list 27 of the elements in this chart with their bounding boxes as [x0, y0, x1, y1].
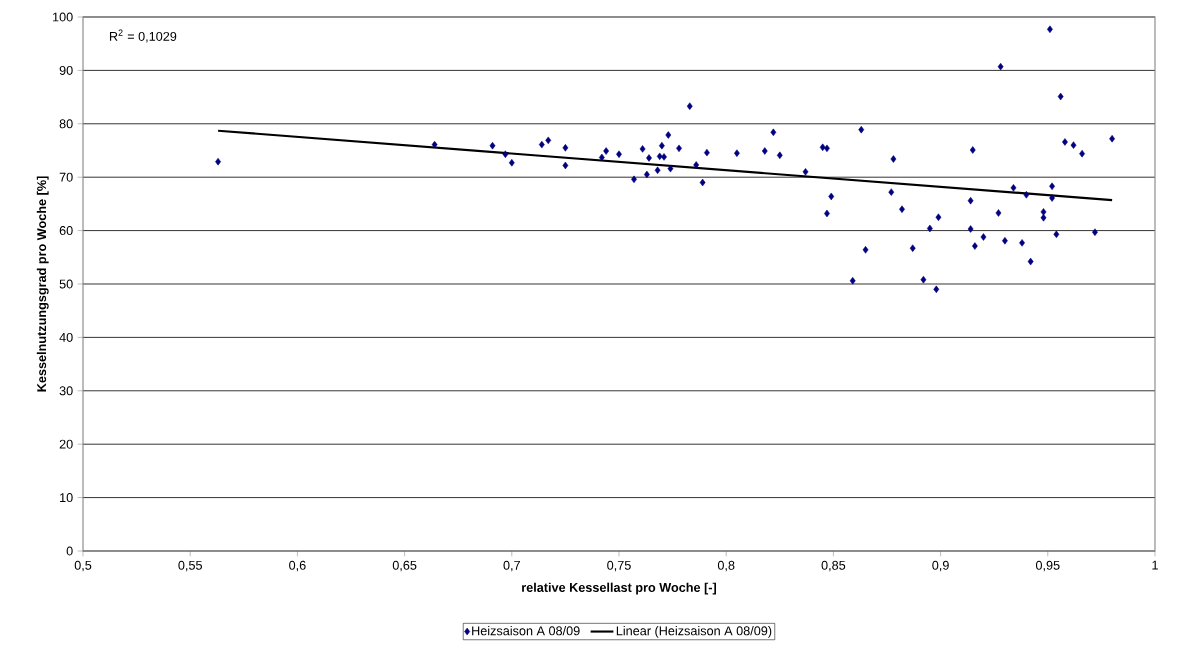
annotation: R$^{2}$ = 0,1029: [109, 29, 177, 43]
y-axis-title: Kesselnutzungsgrad pro Woche [%]: [36, 176, 49, 392]
x-tick-label: 0,95: [1035, 560, 1060, 572]
legend-label: Linear (Heizsaison A 08/09): [616, 626, 772, 638]
y-tick-label: 10: [60, 493, 73, 503]
x-tick-label: 0,85: [821, 560, 846, 572]
y-tick-label: 20: [59, 439, 73, 449]
y-tick-label: 40: [59, 332, 73, 342]
x-tick-label: 0,6: [289, 560, 306, 572]
x-axis-title: relative Kessellast pro Woche [-]: [522, 582, 717, 595]
y-tick-label: 100: [53, 12, 73, 22]
x-tick-label: 1: [1152, 560, 1158, 570]
y-tick-label: 0: [66, 546, 73, 556]
x-tick-label: 0,7: [503, 560, 520, 572]
x-tick-label: 0,8: [717, 560, 735, 572]
x-tick-label: 0,65: [392, 560, 417, 572]
x-tick-label: 0,55: [178, 560, 203, 572]
y-tick-label: 30: [59, 386, 73, 396]
y-tick-label: 60: [59, 226, 73, 236]
x-tick-label: 0,9: [932, 560, 949, 572]
y-tick-label: 50: [59, 279, 73, 289]
x-tick-label: 0,5: [74, 560, 92, 572]
y-tick-label: 90: [59, 65, 73, 75]
x-tick-label: 0,75: [607, 560, 631, 572]
y-tick-label: 80: [59, 119, 73, 129]
y-tick-label: 70: [59, 172, 73, 182]
legend-label: Heizsaison A 08/09: [472, 626, 580, 636]
